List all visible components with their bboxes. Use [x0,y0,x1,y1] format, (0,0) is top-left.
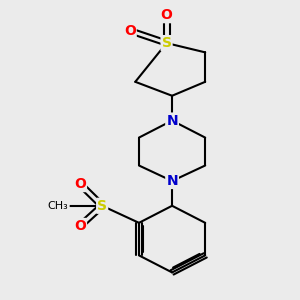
Text: O: O [124,24,136,38]
Text: N: N [166,174,178,188]
Text: O: O [74,219,86,233]
Text: N: N [166,114,178,128]
Text: S: S [162,36,172,50]
Text: CH₃: CH₃ [48,201,68,211]
Text: O: O [74,177,86,191]
Text: O: O [160,8,172,22]
Text: S: S [97,199,107,213]
